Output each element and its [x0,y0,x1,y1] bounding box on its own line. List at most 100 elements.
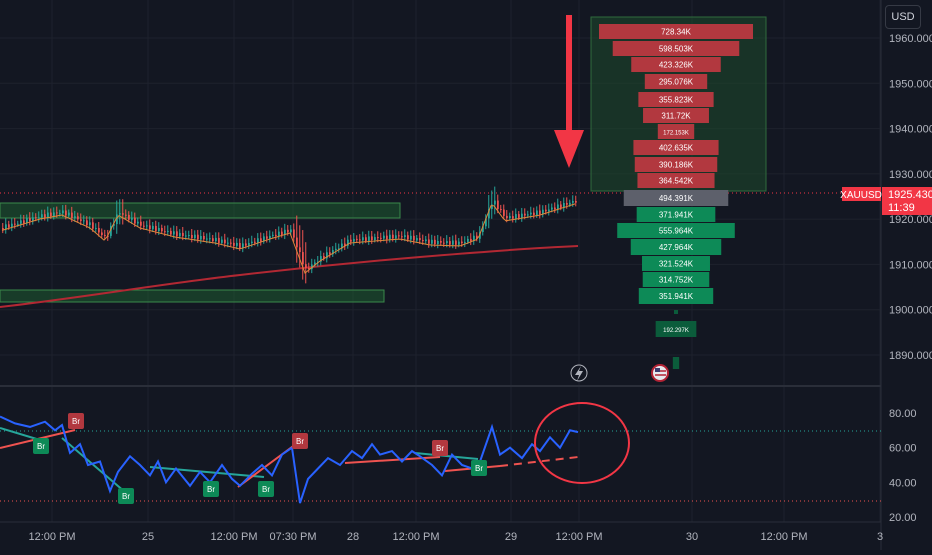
lightning-icon[interactable] [570,364,588,382]
candle [278,231,280,236]
candle [137,221,139,224]
divergence-label[interactable]: Br [118,488,134,504]
candle [101,232,103,235]
candle [539,210,541,215]
currency-button[interactable]: USD [885,5,921,29]
price-tick-label: 1910.000 [889,259,932,271]
divergence-label[interactable]: Br [258,481,274,497]
volume-profile-bar [638,288,714,304]
candle [470,238,472,242]
candle [149,225,151,230]
candle [320,256,322,262]
candle [527,214,529,216]
candle [485,218,487,227]
price-axis[interactable]: 1960.000 1950.000 1940.000 1930.000 1920.000… [889,33,932,362]
candle [128,214,130,220]
candle [227,242,229,244]
divergence-label-text: Br [122,492,130,501]
candle [407,235,409,240]
candle [566,203,568,205]
candle [572,200,574,203]
candle [458,241,460,245]
candle [119,213,121,215]
divergence-label[interactable]: Br [203,481,219,497]
candle [284,229,286,235]
time-tick-label: 3 [877,531,883,543]
candle [443,242,445,244]
price-tick-label: 1900.000 [889,305,932,317]
candle [563,203,565,208]
time-tick-label: 30 [686,531,698,543]
candle [467,238,469,242]
volume-profile-bar [630,239,722,255]
price-tick-label: 1890.000 [889,350,932,362]
candle [212,238,214,242]
divergence-label[interactable]: Br [68,413,84,429]
candle [431,239,433,244]
time-tick-label: 29 [505,531,517,543]
divergence-label[interactable]: Br [432,440,448,456]
volume-profile-bar [599,24,753,39]
candle [230,242,232,244]
volume-profile-label: 355.823K [659,96,694,105]
candle [161,228,163,232]
candle [425,239,427,242]
candle [113,224,115,226]
candle [521,213,523,218]
time-tick-label: 12:00 PM [760,531,807,543]
volume-profile[interactable]: 728.34K 598.503K 423.326K 295.076K 355.823K 3… [599,24,753,369]
volume-profile-label: 172.153K [663,131,689,137]
supply-demand-zone-upper[interactable] [0,202,401,219]
candle [65,210,67,216]
candle [473,235,475,242]
candle [374,237,376,241]
candle [338,248,340,250]
candlestick-series[interactable] [2,186,577,284]
candle [194,234,196,239]
candle [206,238,208,240]
time-axis[interactable]: 12:00 PM 25 12:00 PM 07:30 PM 28 12:00 PM 29 12… [28,531,883,543]
candle [383,235,385,239]
volume-profile-bar [655,321,697,337]
candle [416,238,418,241]
us-flag-event-icon[interactable] [651,364,669,382]
divergence-label[interactable]: Br [471,460,487,476]
time-tick-label: 07:30 PM [269,531,316,543]
price-tick-label: 1950.000 [889,78,932,90]
candle [242,243,244,248]
candle [122,213,124,215]
divergence-label-text: Br [475,464,483,473]
volume-profile-label: 351.941K [659,292,694,301]
candle [524,213,526,216]
divergence-label[interactable]: Br [33,438,49,454]
time-tick-label: 12:00 PM [28,531,75,543]
candle [422,240,424,242]
annotation-arrow [554,15,584,168]
candle [557,204,559,210]
volume-profile-label: 192.297K [663,328,689,334]
candle [185,235,187,237]
candle [89,222,91,226]
candle [182,232,184,236]
candle [17,223,19,225]
divergence-label[interactable]: Br [292,433,308,449]
candle [104,234,106,236]
volume-profile-bar [672,357,680,369]
candle [59,213,61,215]
candle [326,252,328,259]
supply-demand-zone-lower[interactable] [0,289,385,303]
candle [266,236,268,239]
volume-profile-label: 494.391K [659,194,694,203]
volume-profile-bar [674,310,678,314]
rsi-line[interactable] [0,415,579,504]
volume-profile-label: 555.964K [659,227,694,236]
candle [209,238,211,240]
indicator-axis[interactable]: 80.00 60.00 40.00 20.00 [889,408,917,524]
candle [419,238,421,241]
candle [392,234,394,239]
current-price-badge: XAUUSD 1925.430 11:39 [840,187,932,215]
candle [281,231,283,235]
moving-average-line[interactable] [0,245,579,308]
